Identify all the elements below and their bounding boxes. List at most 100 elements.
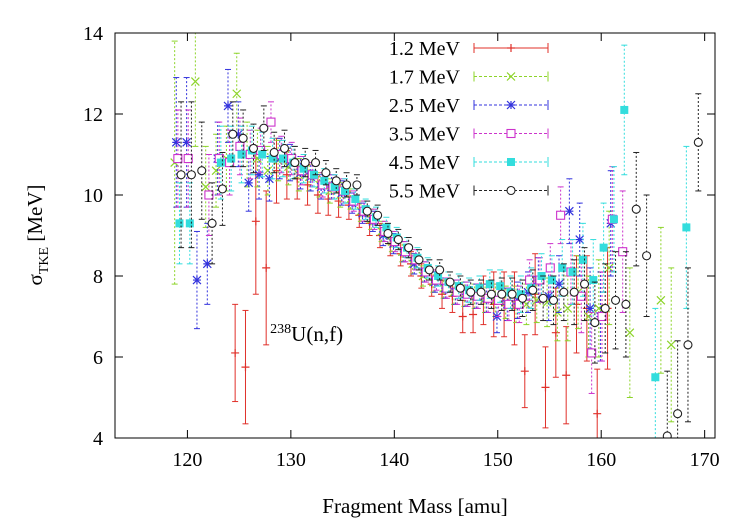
data-point [176,170,186,180]
error-bar [447,271,454,293]
data-point [269,147,279,158]
data-point [278,154,287,163]
data-point [548,295,559,305]
data-point [227,154,236,163]
legend-label: 1.7 MeV [389,67,461,89]
data-point [579,279,590,289]
data-point [300,158,310,168]
data-point [264,174,274,184]
data-point [272,166,281,175]
data-point [642,251,652,261]
data-point [621,299,631,309]
y-tick-label: 8 [93,266,103,288]
legend-marker [507,44,515,52]
data-point [279,143,290,153]
data-point [259,123,269,133]
data-point [201,182,211,192]
data-point [244,178,254,188]
x-tick-label: 160 [586,449,616,471]
legend-label: 4.5 MeV [389,152,461,174]
error-bar [426,259,433,281]
x-tick-label: 140 [379,449,409,471]
data-point [523,287,533,297]
error-bar [362,198,369,220]
data-point [559,287,569,297]
data-point [547,276,556,285]
data-point [682,223,691,232]
data-point [216,158,225,167]
error-bar [395,228,402,251]
data-point [656,295,666,305]
data-point [434,272,443,280]
data-point [382,223,391,232]
data-point [563,303,573,313]
legend-marker [506,72,516,81]
data-point [625,328,635,338]
data-point [192,275,202,285]
data-point [424,265,434,275]
data-point [290,158,300,168]
error-bar [287,143,294,182]
data-point [320,176,329,185]
data-point [186,170,196,180]
data-point [662,431,672,438]
data-point [599,243,608,252]
data-point [558,263,567,272]
error-bar [302,147,309,178]
data-point [575,235,585,244]
error-bar [540,275,547,322]
data-point [476,287,486,297]
data-point [258,150,267,159]
data-point [207,218,217,228]
series-1-7-mev [170,33,676,423]
data-point [544,291,554,301]
data-point [578,255,587,264]
data-point [517,293,527,303]
data-point [231,348,240,357]
y-tick-label: 6 [93,347,103,369]
y-axis-label: σTKE [MeV] [23,185,52,286]
data-point [235,141,245,151]
error-bar [424,257,431,279]
data-point [237,150,246,159]
error-bar [373,206,380,228]
data-point [486,289,496,299]
data-point [414,255,424,265]
error-bar [414,247,421,269]
data-point [232,89,242,99]
data-point [334,197,343,206]
y-axis-symbol: σ [23,274,47,285]
data-point [445,277,455,287]
data-point [223,101,233,111]
data-point [693,137,703,147]
data-point [631,204,641,214]
data-point [202,259,212,269]
data-point [262,263,271,272]
ticks-layer: 120 130 140 150 160 170 4 6 8 10 12 14 [83,23,720,471]
data-point [609,215,618,224]
legend-marker [507,158,515,166]
legend-label: 1.2 MeV [389,38,461,60]
data-point [175,219,184,228]
data-point [185,219,194,228]
legend-marker [506,128,516,139]
legend-label: 5.5 MeV [389,181,461,203]
data-point [393,235,403,245]
data-point [485,280,494,289]
data-point [435,265,445,275]
data-point [497,289,507,299]
data-point [651,373,660,382]
data-point [545,263,555,273]
data-point [611,295,621,305]
data-point [569,287,579,297]
data-point [594,303,604,313]
error-bar [488,279,495,309]
error-bar [519,279,526,317]
data-point [562,371,571,380]
data-point [593,409,602,418]
data-point [238,133,248,143]
legend-label: 2.5 MeV [389,95,461,117]
data-point [173,154,183,164]
data-point [683,340,693,350]
data-point [589,276,598,285]
